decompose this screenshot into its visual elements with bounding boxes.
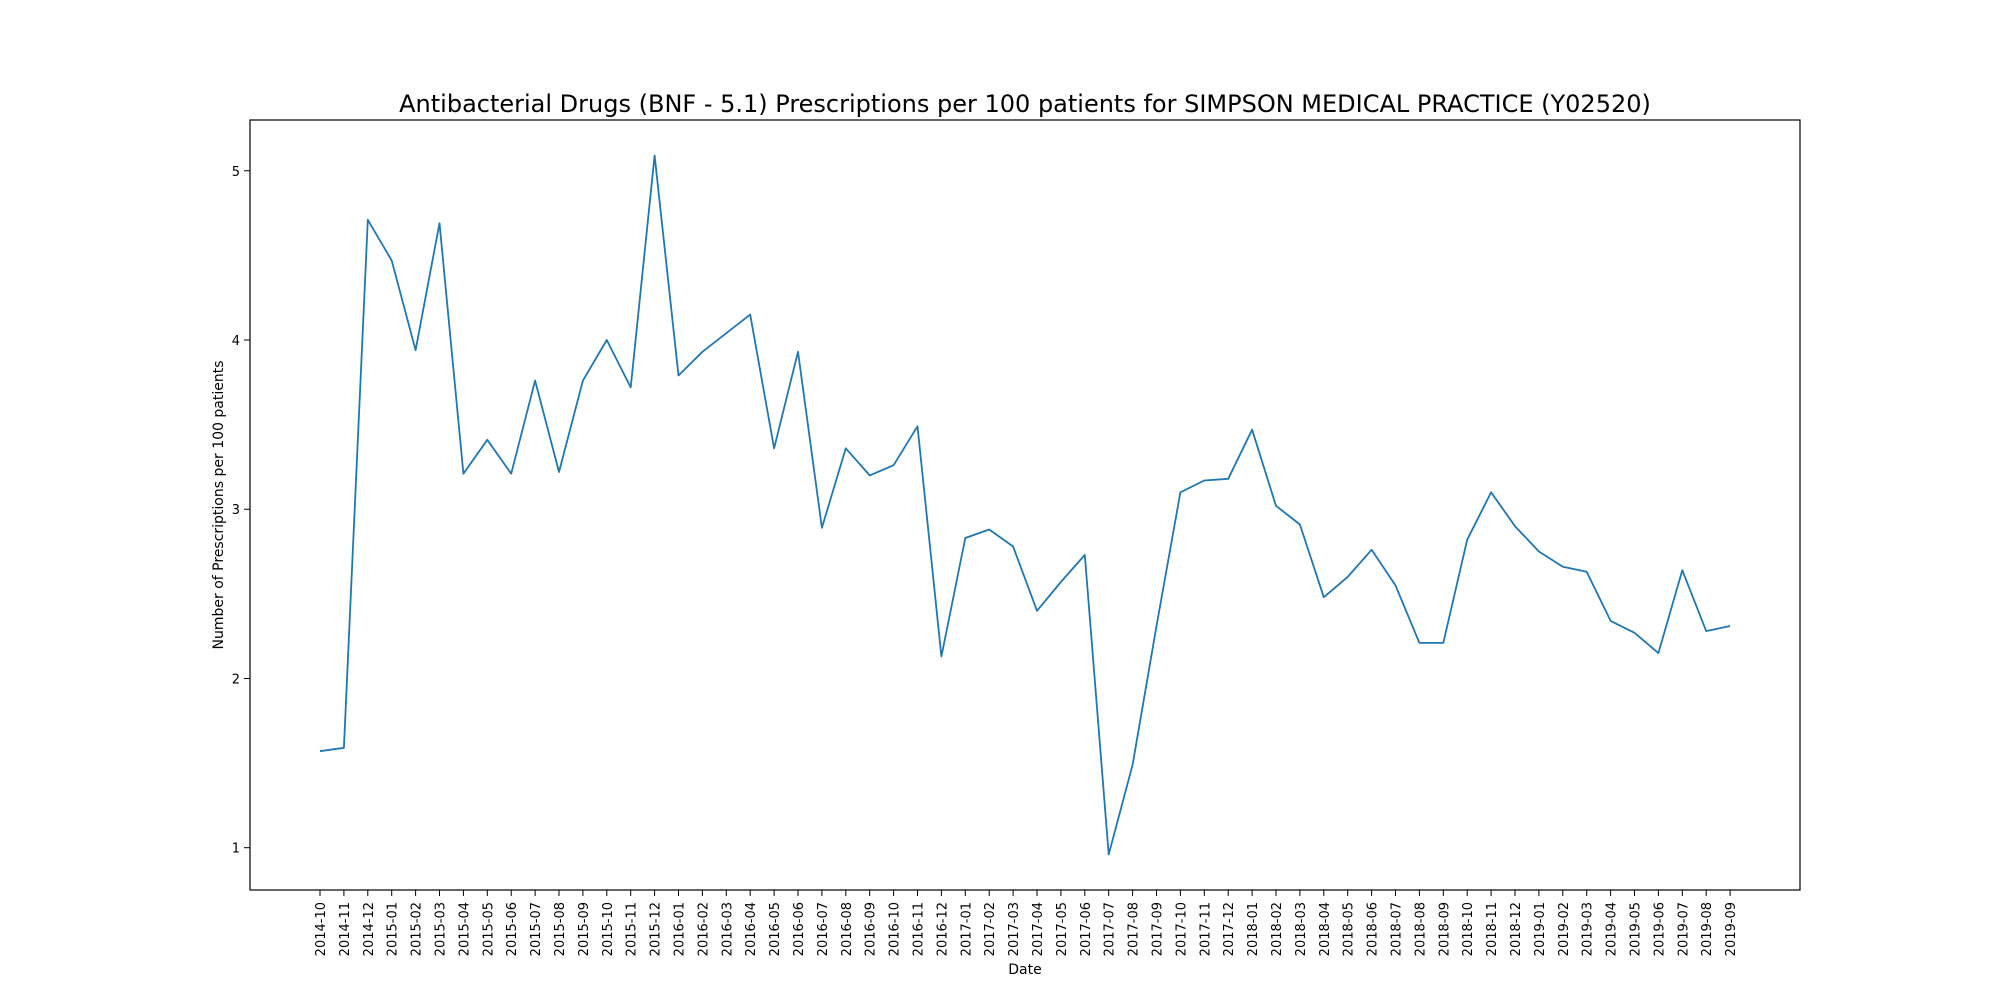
x-tick-label: 2019-02 (1557, 902, 1572, 956)
x-tick-label: 2016-03 (720, 902, 735, 956)
x-tick-label: 2019-07 (1676, 902, 1691, 956)
x-tick-label: 2017-08 (1127, 902, 1142, 956)
x-tick-label: 2017-06 (1079, 902, 1094, 956)
y-axis-label: Number of Prescriptions per 100 patients (211, 361, 227, 650)
x-tick-label: 2017-10 (1174, 902, 1189, 956)
x-tick-label: 2016-09 (864, 902, 879, 956)
x-tick-label: 2018-10 (1461, 902, 1476, 956)
x-tick-label: 2015-04 (457, 902, 472, 956)
x-tick-label: 2019-01 (1533, 902, 1548, 956)
x-tick-label: 2017-05 (1055, 902, 1070, 956)
x-tick-label: 2018-12 (1509, 902, 1524, 956)
x-tick-label: 2015-10 (601, 902, 616, 956)
x-tick-label: 2016-07 (816, 902, 831, 956)
series-group (319, 154, 1731, 856)
x-tick-label: 2016-05 (768, 902, 783, 956)
x-tick-label: 2015-11 (625, 902, 640, 956)
x-tick-label: 2017-02 (983, 902, 998, 956)
x-tick-label: 2018-01 (1246, 902, 1261, 956)
x-tick-label: 2015-09 (577, 902, 592, 956)
series-line (319, 154, 1731, 856)
plot-area-frame (249, 119, 1801, 891)
x-tick-label: 2015-12 (649, 902, 664, 956)
x-tick-label: 2017-07 (1103, 902, 1118, 956)
x-tick-label: 2018-05 (1342, 902, 1357, 956)
y-tick-label: 2 (232, 672, 240, 687)
y-tick-label: 1 (232, 842, 240, 857)
y-axis: 1 2 3 4 5 (232, 165, 250, 857)
x-tick-label: 2014-12 (362, 902, 377, 956)
x-tick-label: 2015-08 (553, 902, 568, 956)
chart-title: Antibacterial Drugs (BNF - 5.1) Prescrip… (399, 90, 1651, 118)
x-tick-label: 2019-09 (1724, 902, 1739, 956)
x-tick-label: 2017-01 (959, 902, 974, 956)
x-tick-label: 2016-12 (935, 902, 950, 956)
x-tick-label: 2019-03 (1581, 902, 1596, 956)
x-tick-label: 2018-06 (1366, 902, 1381, 956)
x-tick-label: 2018-09 (1437, 902, 1452, 956)
x-tick-label: 2016-10 (888, 902, 903, 956)
y-tick-label: 3 (232, 503, 240, 518)
x-tick-label: 2016-11 (912, 902, 927, 956)
x-axis: 2014-10 2014-11 2014-12 2015-01 2015-02 2015-… (314, 890, 1739, 956)
x-tick-label: 2019-08 (1700, 902, 1715, 956)
x-tick-label: 2017-03 (1007, 902, 1022, 956)
x-tick-label: 2018-07 (1390, 902, 1405, 956)
x-tick-label: 2015-07 (529, 902, 544, 956)
x-tick-label: 2019-05 (1629, 902, 1644, 956)
x-tick-label: 2019-06 (1652, 902, 1667, 956)
x-tick-label: 2018-08 (1413, 902, 1428, 956)
x-tick-label: 2015-02 (410, 902, 425, 956)
x-tick-label: 2017-04 (1031, 902, 1046, 956)
x-tick-label: 2017-11 (1198, 902, 1213, 956)
x-tick-label: 2015-06 (505, 902, 520, 956)
x-axis-label: Date (1008, 962, 1041, 978)
x-tick-label: 2017-09 (1151, 902, 1166, 956)
y-tick-label: 5 (232, 165, 240, 180)
x-tick-label: 2018-11 (1485, 902, 1500, 956)
x-tick-label: 2014-10 (314, 902, 329, 956)
x-tick-label: 2016-01 (673, 902, 688, 956)
y-tick-label: 4 (232, 334, 240, 349)
x-tick-label: 2016-06 (792, 902, 807, 956)
x-tick-label: 2016-02 (696, 902, 711, 956)
x-tick-label: 2014-11 (338, 902, 353, 956)
x-tick-label: 2016-08 (840, 902, 855, 956)
x-tick-label: 2015-03 (434, 902, 449, 956)
x-tick-label: 2019-04 (1605, 902, 1620, 956)
x-tick-label: 2015-01 (386, 902, 401, 956)
x-tick-label: 2018-03 (1294, 902, 1309, 956)
x-tick-label: 2016-04 (744, 902, 759, 956)
x-tick-label: 2015-05 (481, 902, 496, 956)
x-tick-label: 2017-12 (1222, 902, 1237, 956)
x-tick-label: 2018-04 (1318, 902, 1333, 956)
x-tick-label: 2018-02 (1270, 902, 1285, 956)
